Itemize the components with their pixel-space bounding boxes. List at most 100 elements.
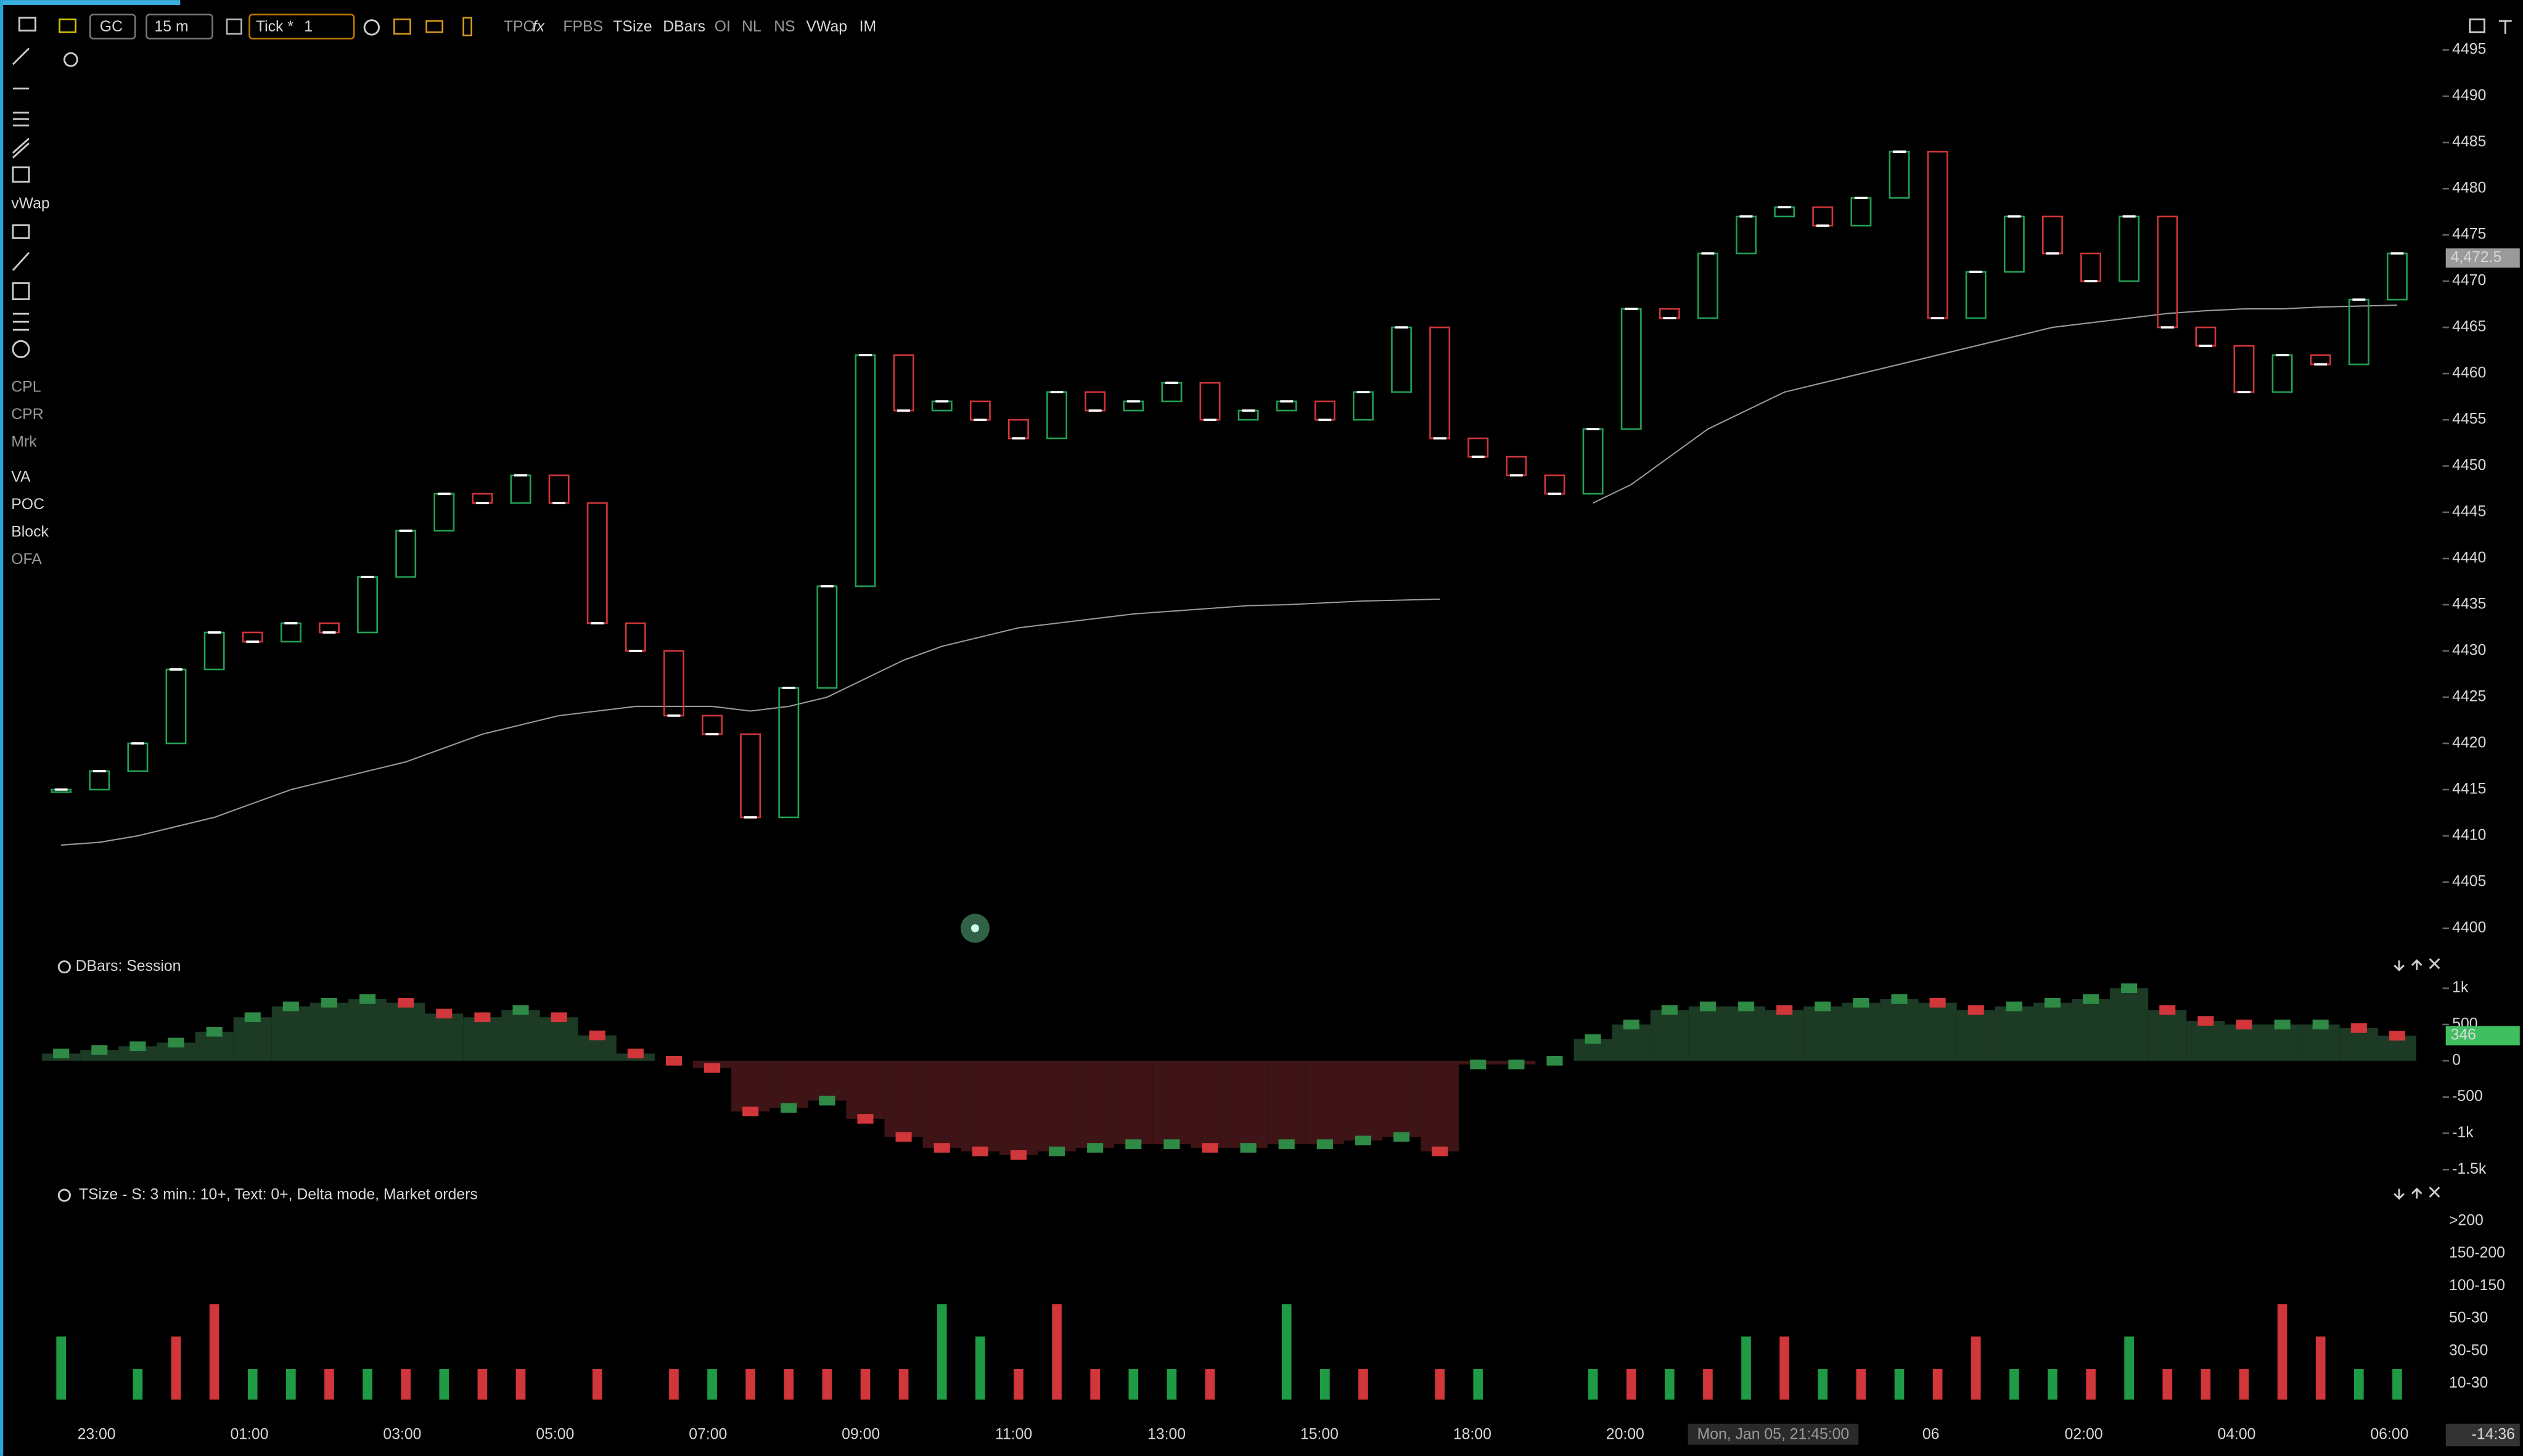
window-icon[interactable] (2469, 18, 2485, 33)
chart-settings-icon[interactable] (63, 52, 78, 67)
delta-bar (359, 994, 376, 1004)
y-tick-label: 4475 (2452, 226, 2486, 243)
tsize-bar (2086, 1368, 2096, 1400)
candle-icon[interactable] (462, 17, 472, 36)
layout-icon[interactable] (18, 17, 36, 32)
vwap-line (61, 305, 2397, 846)
x-tick-label: 09:00 (842, 1426, 880, 1443)
checkbox[interactable] (226, 18, 242, 35)
toolbar-button[interactable]: DBars (663, 18, 705, 35)
delta-bar (1737, 1001, 1755, 1012)
delta-bar (474, 1012, 491, 1023)
delta-bar (512, 1005, 529, 1015)
panel-controls[interactable] (2394, 958, 2440, 971)
folder-icon[interactable] (59, 18, 76, 33)
hlines-tool[interactable] (12, 112, 29, 127)
toolbar-button[interactable]: VWap (806, 18, 847, 35)
brush-tool[interactable] (12, 252, 30, 271)
tsize-bar (439, 1368, 449, 1400)
toolbar-button[interactable]: FPBS (563, 18, 603, 35)
panel-controls[interactable] (2394, 1187, 2440, 1200)
y-tick-label: 4490 (2452, 88, 2486, 104)
sidebar-tool[interactable]: VA (11, 469, 31, 486)
sidebar-tool[interactable]: CPL (11, 379, 41, 396)
delta-bar (972, 1147, 988, 1156)
tsize-bar (1779, 1336, 1789, 1400)
delta-area (1765, 1010, 1804, 1061)
tsize-bar (171, 1336, 181, 1400)
delta-area (310, 1002, 348, 1061)
level-label: 150-200 (2449, 1245, 2505, 1261)
sidebar-tool[interactable]: POC (11, 496, 44, 513)
line-tool[interactable] (12, 47, 30, 65)
y-tick-label: 4455 (2452, 411, 2486, 428)
toolbar-button[interactable]: NS (774, 18, 795, 35)
ruler-tool[interactable] (12, 313, 29, 331)
rect-tool[interactable] (12, 166, 30, 183)
y-tick-label: 4450 (2452, 457, 2486, 474)
tsize-bar (2392, 1368, 2402, 1400)
tsize-bar (1435, 1368, 1445, 1400)
magnet-tool[interactable] (12, 340, 30, 358)
toolbar-button[interactable]: TSize (613, 18, 652, 35)
toolbar-button[interactable]: OI (715, 18, 731, 35)
settings-icon[interactable] (363, 19, 380, 36)
delta-bar (282, 1001, 299, 1012)
fx-icon[interactable]: fx (533, 18, 546, 35)
delta-bar (1202, 1143, 1218, 1153)
channel-tool[interactable] (12, 137, 30, 158)
level-label: 30-50 (2449, 1342, 2488, 1359)
sidebar-tool[interactable]: OFA (11, 551, 42, 568)
fib-tool[interactable] (12, 224, 30, 239)
sidebar-tool[interactable]: Block (11, 523, 49, 540)
delta-area (118, 1046, 157, 1061)
symbol-box[interactable] (89, 14, 136, 40)
toolbar-button[interactable]: IM (859, 18, 877, 35)
delta-bar (2350, 1023, 2367, 1033)
delta-bar (321, 997, 337, 1008)
delta-area (2263, 1025, 2302, 1061)
tsize-bar (363, 1368, 372, 1400)
panel-settings-icon[interactable] (57, 960, 71, 974)
grid-icon[interactable] (425, 20, 443, 33)
sidebar-tool[interactable]: Mrk (11, 433, 37, 450)
tsize-bar (1319, 1368, 1330, 1400)
tick-label[interactable]: Tick * (256, 18, 293, 35)
table-tool[interactable] (12, 282, 30, 300)
delta-bar (2082, 994, 2099, 1004)
cursor-time-box (1688, 1423, 1859, 1445)
symbol[interactable]: GC (100, 18, 123, 35)
y-tick-label: 4400 (2452, 919, 2486, 936)
toolbar-button[interactable]: TPO (504, 18, 535, 35)
y-tick-label: 0 (2452, 1052, 2461, 1068)
tsize-bar (822, 1368, 832, 1400)
bars-icon[interactable] (393, 18, 411, 35)
tsize-bar (401, 1368, 411, 1400)
interval[interactable]: 15 m (155, 18, 189, 35)
y-tick-label: 4410 (2452, 827, 2486, 843)
tsize-bar (1818, 1368, 1828, 1400)
delta-bar (1125, 1139, 1142, 1149)
y-tick-label: 4420 (2452, 735, 2486, 751)
delta-area (999, 1060, 1038, 1155)
tick-value[interactable]: 1 (304, 18, 313, 35)
toolbar-button[interactable]: NL (742, 18, 761, 35)
tick-box[interactable] (248, 14, 355, 40)
tsize-bar (1664, 1368, 1675, 1400)
text-icon[interactable] (2498, 20, 2512, 34)
panel-settings-icon[interactable] (57, 1188, 71, 1202)
delta-area (2339, 1028, 2378, 1061)
y-tick-label: -1k (2452, 1124, 2474, 1141)
interval-box[interactable] (146, 14, 213, 40)
tsize-bar (975, 1336, 985, 1400)
tsize-bar (1358, 1368, 1368, 1400)
delta-bar (1815, 1001, 1831, 1012)
delta-bar (1393, 1132, 1410, 1142)
sidebar-tool[interactable]: CPR (11, 406, 43, 423)
sidebar-tool[interactable]: vWap (11, 195, 49, 212)
x-tick-label: 06 (1922, 1426, 1940, 1443)
delta-area (2071, 999, 2111, 1061)
delta-area (961, 1060, 999, 1151)
tsize-bar (477, 1368, 488, 1400)
